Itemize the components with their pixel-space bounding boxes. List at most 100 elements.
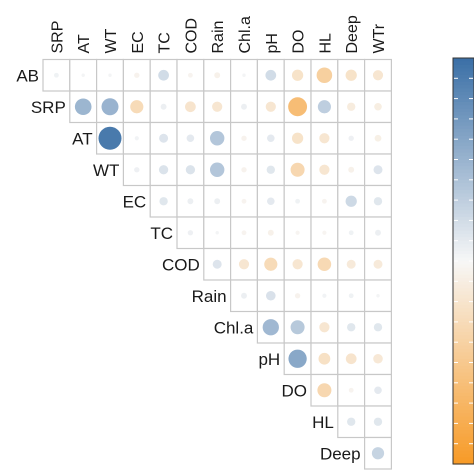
correlation-point-TC-Chl.a — [241, 230, 247, 236]
correlation-point-WT-WTr — [373, 165, 383, 175]
correlation-point-WT-Deep — [348, 166, 355, 173]
legend-gradient-step — [453, 98, 474, 103]
column-label-hl: HL — [317, 33, 334, 54]
correlation-point-SRP-HL — [317, 100, 331, 114]
correlation-point-Chl.a-pH — [262, 319, 279, 336]
correlation-point-WT-HL — [319, 164, 330, 175]
legend-gradient-step — [453, 457, 474, 462]
legend-gradient-step — [453, 436, 474, 441]
correlation-point-COD-pH — [264, 257, 278, 271]
correlation-point-SRP-Deep — [347, 102, 356, 111]
correlation-point-pH-WTr — [373, 353, 383, 364]
correlation-point-Rain-WTr — [376, 294, 380, 298]
legend-gradient-step — [453, 338, 474, 343]
correlation-point-WT-pH — [266, 165, 275, 174]
correlation-point-Chl.a-Deep — [347, 323, 356, 332]
legend-gradient-step — [453, 335, 474, 340]
legend-gradient-step — [453, 101, 474, 106]
correlation-point-AT-TC — [159, 133, 169, 143]
legend-gradient-step — [453, 183, 474, 188]
column-label-at: AT — [76, 34, 93, 53]
legend-gradient-step — [453, 291, 474, 296]
legend-gradient-step — [453, 433, 474, 438]
legend-gradient-step — [453, 409, 474, 414]
correlation-point-WT-TC — [158, 165, 169, 175]
legend-gradient-step — [453, 88, 474, 93]
legend-gradient-step — [453, 166, 474, 171]
legend-gradient-step — [453, 430, 474, 435]
correlation-point-AB-DO — [291, 69, 304, 81]
correlation-point-EC-COD — [187, 198, 194, 205]
row-label-ab: AB — [16, 66, 39, 85]
legend-gradient-step — [453, 179, 474, 184]
legend-gradient-step — [453, 352, 474, 357]
row-label-do: DO — [282, 381, 308, 400]
correlation-point-AT-EC — [134, 136, 139, 141]
correlation-point-Chl.a-HL — [319, 322, 330, 333]
legend-gradient-step — [453, 311, 474, 316]
correlation-point-Rain-DO — [294, 293, 301, 299]
column-label-wtr: WTr — [371, 23, 388, 53]
correlation-point-pH-DO — [288, 349, 307, 368]
legend-gradient-step — [453, 372, 474, 377]
correlation-point-EC-TC — [159, 197, 168, 206]
correlation-point-AT-Chl.a — [241, 135, 247, 141]
correlation-point-AB-HL — [316, 67, 333, 84]
correlation-point-AT-Rain — [210, 131, 225, 146]
correlation-point-SRP-Rain — [212, 101, 223, 112]
legend-gradient-step — [453, 301, 474, 306]
legend-gradient-step — [453, 213, 474, 218]
correlation-point-AT-COD — [186, 134, 195, 143]
cell-AB-SRP — [42, 58, 71, 92]
correlation-point-AT-WT — [98, 126, 122, 150]
legend-gradient-step — [453, 223, 474, 228]
correlation-point-AB-TC — [158, 69, 169, 81]
correlation-point-COD-HL — [317, 257, 332, 272]
correlation-point-TC-pH — [267, 229, 274, 236]
correlation-point-AT-pH — [267, 134, 275, 143]
correlation-point-Chl.a-DO — [290, 320, 305, 335]
legend-gradient-step — [453, 196, 474, 201]
legend-gradient-step — [453, 423, 474, 428]
legend-gradient-step — [453, 176, 474, 181]
legend-gradient-step — [453, 254, 474, 259]
legend-gradient-step — [453, 382, 474, 387]
row-label-rain: Rain — [192, 287, 227, 306]
legend-gradient-step — [453, 74, 474, 79]
legend-gradient-step — [453, 118, 474, 123]
column-label-deep: Deep — [344, 15, 361, 53]
correlation-point-Rain-HL — [322, 293, 327, 298]
legend-gradient-step — [453, 189, 474, 194]
correlation-point-SRP-AT — [74, 98, 92, 116]
legend-gradient-step — [453, 342, 474, 347]
correlation-point-WT-Rain — [210, 162, 225, 177]
cell-COD-WTr — [364, 247, 393, 281]
row-label-ec: EC — [123, 192, 147, 211]
legend-gradient-step — [453, 304, 474, 309]
legend-gradient-step — [453, 173, 474, 178]
row-label-hl: HL — [312, 413, 334, 432]
correlation-point-COD-Rain — [212, 259, 222, 269]
correlation-point-Rain-pH — [266, 290, 276, 301]
correlation-point-SRP-WT — [101, 98, 119, 116]
legend-gradient-step — [453, 145, 474, 150]
correlation-cells — [42, 58, 393, 470]
correlation-point-AB-pH — [265, 69, 277, 81]
row-label-srp: SRP — [31, 98, 66, 117]
legend-gradient-step — [453, 332, 474, 337]
correlation-point-EC-pH — [267, 197, 275, 206]
correlation-point-AT-WTr — [374, 134, 382, 142]
legend-gradient-step — [453, 362, 474, 367]
correlation-point-AB-Rain — [214, 72, 221, 79]
column-label-chla: Chl.a — [237, 16, 254, 53]
color-legend — [452, 57, 474, 465]
legend-gradient-step — [453, 91, 474, 96]
legend-frame — [452, 57, 474, 465]
correlation-point-DO-Deep — [348, 387, 354, 393]
correlation-point-TC-DO — [295, 230, 300, 235]
correlation-point-AB-WTr — [372, 70, 384, 81]
legend-gradient-step — [453, 156, 474, 161]
correlation-point-AB-Deep — [345, 69, 357, 81]
